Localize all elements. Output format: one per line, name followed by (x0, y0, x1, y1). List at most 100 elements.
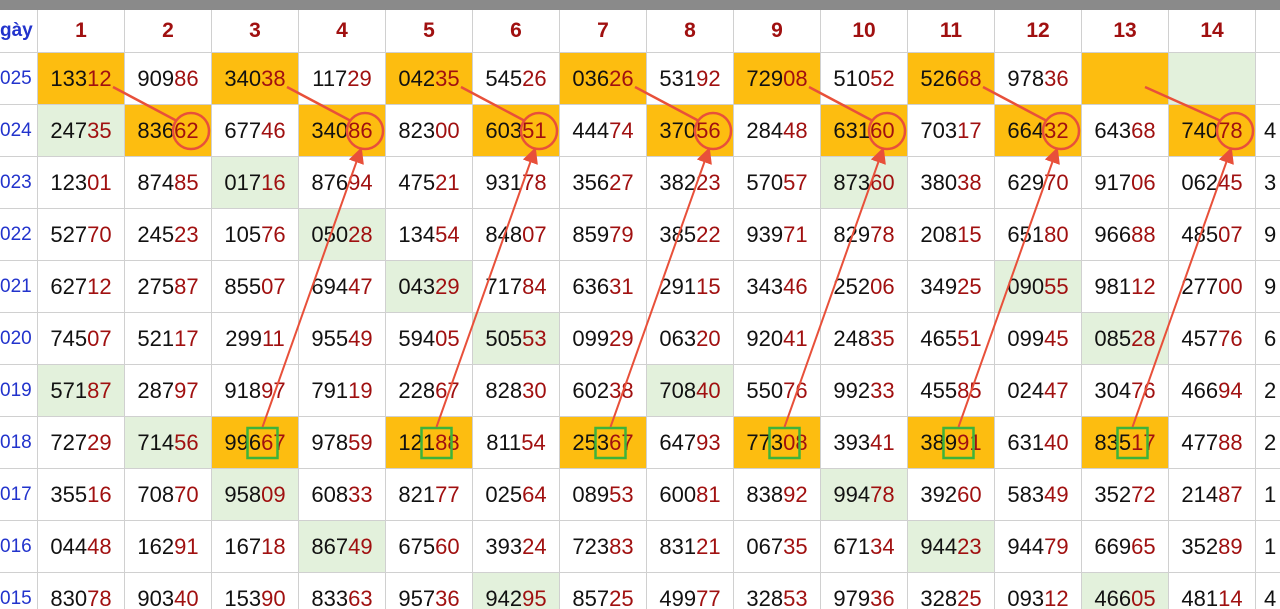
number-cell: 833 63 (299, 573, 386, 609)
number-cell: 714 56 (125, 417, 212, 469)
header-label: gày (0, 10, 38, 53)
number-cell: 385 22 (647, 209, 734, 261)
number-cell: 287 97 (125, 365, 212, 417)
number-cell: 727 29 (38, 417, 125, 469)
number-cell: 602 38 (560, 365, 647, 417)
number-cell: 571 87 (38, 365, 125, 417)
header-column: 4 (299, 10, 386, 53)
number-cell: 627 12 (38, 261, 125, 313)
number-cell: 162 91 (125, 521, 212, 573)
year-label: 016 (0, 521, 38, 573)
number-cell: 355 16 (38, 469, 125, 521)
number-cell: 9 (1256, 209, 1280, 261)
number-cell: 349 25 (908, 261, 995, 313)
number-cell: 024 47 (995, 365, 1082, 417)
header-column: 5 (386, 10, 473, 53)
number-cell: 3 (1256, 157, 1280, 209)
number-cell: 247 35 (38, 105, 125, 157)
number-cell: 2 (1256, 365, 1280, 417)
year-label: 023 (0, 157, 38, 209)
number-cell: 835 17 (1082, 417, 1169, 469)
number-cell: 1 (1256, 469, 1280, 521)
number-cell: 343 46 (734, 261, 821, 313)
number-cell: 062 45 (1169, 157, 1256, 209)
number-cell: 208 15 (908, 209, 995, 261)
number-cell: 838 92 (734, 469, 821, 521)
number-cell: 703 17 (908, 105, 995, 157)
number-cell: 531 92 (647, 53, 734, 105)
number-cell: 942 95 (473, 573, 560, 609)
number-cell: 526 68 (908, 53, 995, 105)
header-column: 9 (734, 10, 821, 53)
number-cell: 874 85 (125, 157, 212, 209)
number-cell: 6 (1256, 313, 1280, 365)
number-cell: 393 24 (473, 521, 560, 573)
number-cell: 370 56 (647, 105, 734, 157)
number-cell: 2 (1256, 417, 1280, 469)
number-cell: 393 41 (821, 417, 908, 469)
number-cell: 570 57 (734, 157, 821, 209)
number-cell: 978 59 (299, 417, 386, 469)
number-cell (1256, 53, 1280, 105)
header-column (1256, 10, 1280, 53)
number-cell: 876 94 (299, 157, 386, 209)
number-cell: 545 26 (473, 53, 560, 105)
number-cell: 466 05 (1082, 573, 1169, 609)
number-cell: 340 38 (212, 53, 299, 105)
number-cell: 025 64 (473, 469, 560, 521)
number-cell: 594 05 (386, 313, 473, 365)
number-cell: 583 49 (995, 469, 1082, 521)
number-cell: 996 67 (212, 417, 299, 469)
year-label: 021 (0, 261, 38, 313)
number-cell: 466 94 (1169, 365, 1256, 417)
header-column: 14 (1169, 10, 1256, 53)
number-cell: 643 68 (1082, 105, 1169, 157)
number-cell: 133 12 (38, 53, 125, 105)
number-cell: 979 36 (821, 573, 908, 609)
number-cell: 944 79 (995, 521, 1082, 573)
number-cell: 811 54 (473, 417, 560, 469)
number-cell: 4 (1256, 105, 1280, 157)
number-cell: 248 35 (821, 313, 908, 365)
number-cell (1082, 53, 1169, 105)
number-cell: 067 35 (734, 521, 821, 573)
top-bar (0, 0, 1280, 10)
number-cell: 475 21 (386, 157, 473, 209)
number-cell: 848 07 (473, 209, 560, 261)
number-cell: 677 46 (212, 105, 299, 157)
number-cell: 903 40 (125, 573, 212, 609)
number-cell: 044 48 (38, 521, 125, 573)
header-column: 13 (1082, 10, 1169, 53)
number-cell: 823 00 (386, 105, 473, 157)
number-cell: 352 72 (1082, 469, 1169, 521)
number-cell: 050 28 (299, 209, 386, 261)
year-label: 025 (0, 53, 38, 105)
number-cell: 9 (1256, 261, 1280, 313)
number-cell: 831 21 (647, 521, 734, 573)
year-label: 019 (0, 365, 38, 417)
number-cell: 299 11 (212, 313, 299, 365)
number-cell: 089 53 (560, 469, 647, 521)
number-cell: 664 32 (995, 105, 1082, 157)
header-column: 10 (821, 10, 908, 53)
number-cell: 521 17 (125, 313, 212, 365)
number-cell: 859 79 (560, 209, 647, 261)
year-label: 015 (0, 573, 38, 609)
number-cell: 105 76 (212, 209, 299, 261)
number-cell: 740 78 (1169, 105, 1256, 157)
number-cell: 631 60 (821, 105, 908, 157)
number-cell: 392 60 (908, 469, 995, 521)
number-cell: 123 01 (38, 157, 125, 209)
number-cell: 855 07 (212, 261, 299, 313)
number-cell: 675 60 (386, 521, 473, 573)
number-cell: 153 90 (212, 573, 299, 609)
number-cell: 920 41 (734, 313, 821, 365)
number-cell: 600 81 (647, 469, 734, 521)
number-cell: 352 89 (1169, 521, 1256, 573)
number-cell: 090 55 (995, 261, 1082, 313)
number-cell: 063 20 (647, 313, 734, 365)
number-cell: 093 12 (995, 573, 1082, 609)
number-cell: 957 36 (386, 573, 473, 609)
number-cell: 277 00 (1169, 261, 1256, 313)
